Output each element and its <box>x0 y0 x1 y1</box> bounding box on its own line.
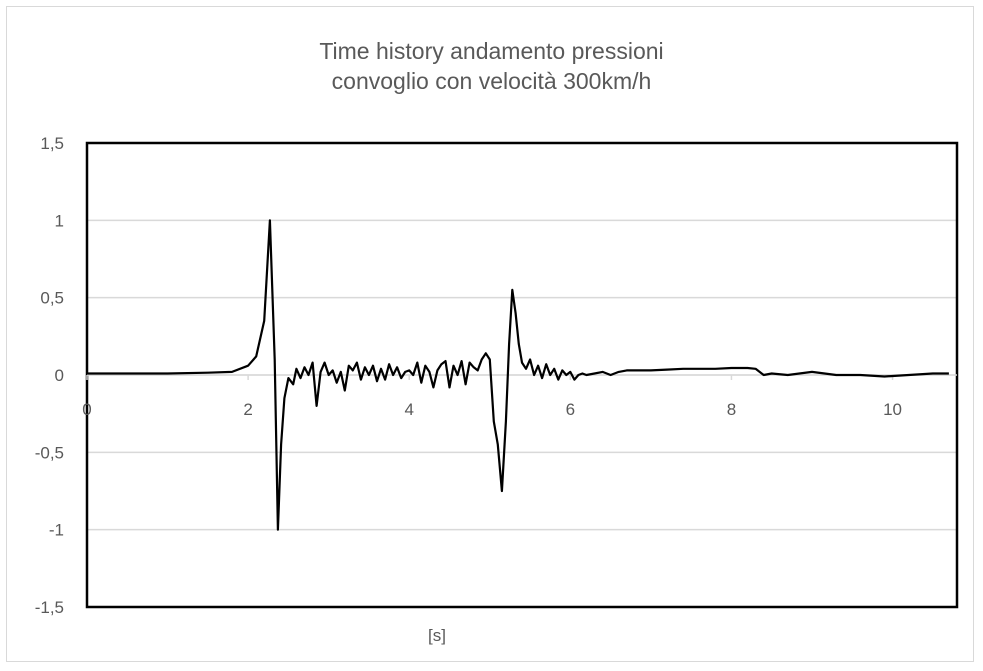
chart-title: Time history andamento pressioni convogl… <box>0 36 983 96</box>
x-tick-label: 8 <box>727 400 736 419</box>
y-tick-label: -1 <box>49 521 64 540</box>
chart-title-line-2: convoglio con velocità 300km/h <box>331 68 652 94</box>
series-line <box>87 219 949 531</box>
y-tick-label: -0,5 <box>35 443 64 462</box>
y-tick-label: 1 <box>55 211 64 230</box>
x-tick-label: 6 <box>566 400 575 419</box>
y-tick-label: 1,5 <box>40 134 64 153</box>
x-tick-label: 4 <box>404 400 413 419</box>
x-axis-title: [s] <box>428 626 446 645</box>
y-tick-label: 0 <box>55 366 64 385</box>
chart-title-line-1: Time history andamento pressioni <box>319 38 664 64</box>
chart-frame <box>6 6 974 662</box>
x-tick-label: 10 <box>883 400 902 419</box>
x-tick-label: 0 <box>82 400 91 419</box>
y-axis-ticks: 1,5 1 0,5 0 -0,5 -1 -1,5 <box>35 134 64 617</box>
y-tick-label: -1,5 <box>35 598 64 617</box>
y-tick-label: 0,5 <box>40 289 64 308</box>
x-tick-label: 2 <box>243 400 252 419</box>
